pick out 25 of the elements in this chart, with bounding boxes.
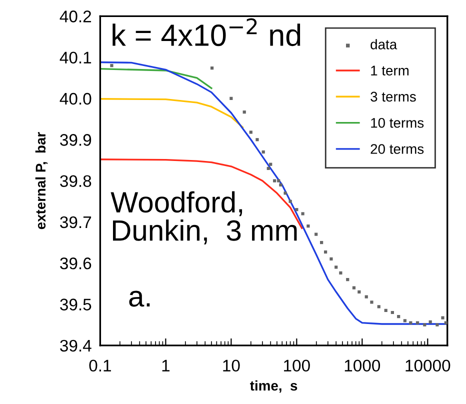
legend-label: 20 terms	[370, 144, 424, 154]
y-tick-label: 40.0	[60, 92, 92, 105]
y-tick-label: 39.4	[60, 340, 92, 352]
y-axis-title: external P, bar	[35, 132, 48, 230]
y-tick-label: 39.5	[60, 298, 92, 310]
legend-label: 3 terms	[370, 92, 416, 102]
legend-label: data	[370, 39, 398, 50]
y-tick-label: 39.9	[60, 134, 92, 146]
legend-label: 1 term	[371, 66, 409, 76]
x-tick-label: 1	[162, 360, 170, 372]
y-tick-label: 40.1	[60, 52, 92, 64]
y-tick-label: 39.6	[60, 258, 92, 270]
x-tick-label: 0.1	[89, 360, 111, 372]
x-tick-label: 10000	[406, 360, 450, 372]
annotation: a.	[129, 290, 150, 307]
x-tick-label: 1000	[344, 360, 380, 372]
y-tick-label: 39.7	[60, 216, 92, 228]
x-tick-label: 10	[223, 360, 240, 372]
legend-label: 10 terms	[371, 118, 424, 128]
y-tick-label: 39.8	[60, 175, 92, 187]
x-tick-label: 100	[284, 360, 310, 372]
x-axis-title: time, s	[250, 380, 298, 393]
y-tick-label: 40.2	[60, 10, 92, 22]
annotation: k = 4x10$^{−2}$ nd	[112, 18, 300, 46]
annotation: Woodford, Dunkin, 3 mm	[110, 191, 297, 244]
